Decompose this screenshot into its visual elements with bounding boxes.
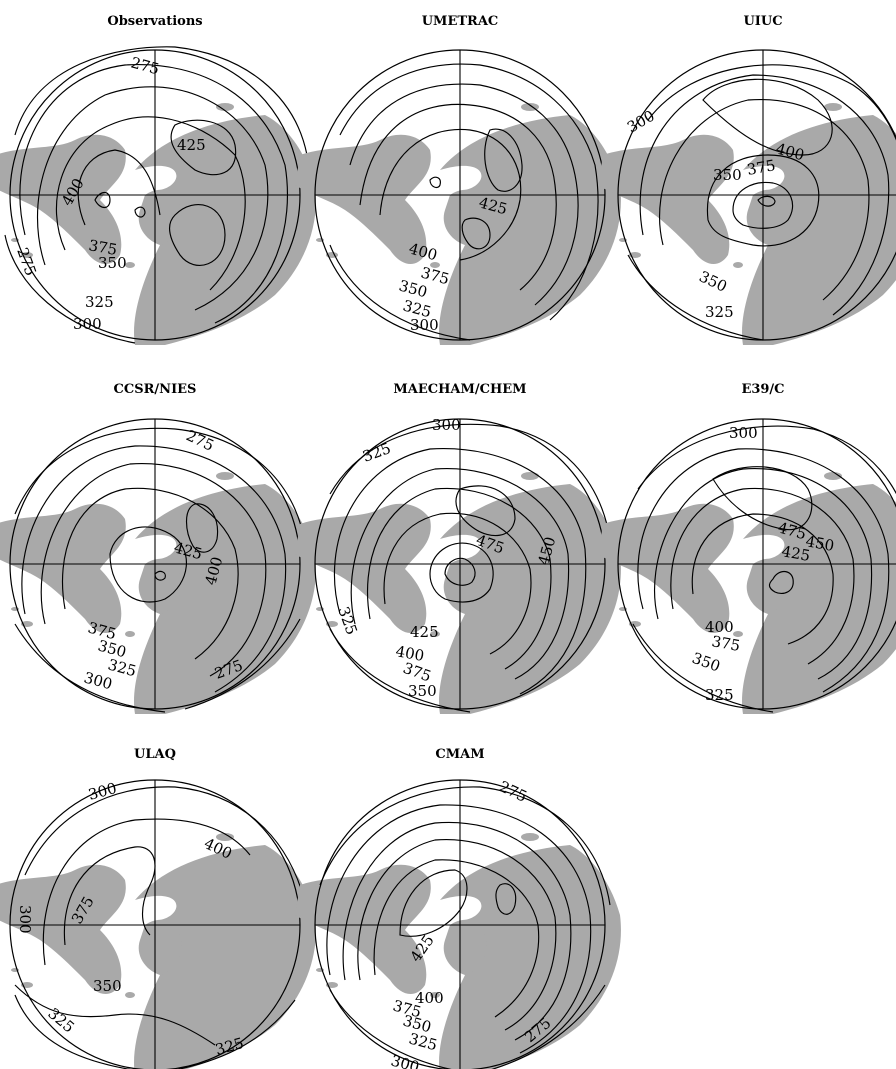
contour-lines <box>14 427 306 713</box>
contour-label: 400 <box>394 642 425 665</box>
panel-uiuc: 300 400 375 350 350 325 <box>598 49 896 345</box>
panel-ulaq: 300 400 375 300 350 325 325 <box>0 779 316 1069</box>
land-mask <box>0 103 316 345</box>
contour-lines <box>329 423 611 713</box>
contour-label: 300 <box>624 107 658 137</box>
panel-cmam: 275 425 400 375 350 325 300 275 <box>295 777 621 1069</box>
contour-label: 275 <box>496 777 530 805</box>
contour-labels: 300 325 475 450 425 400 375 350 325 <box>334 416 559 700</box>
contour-label: 375 <box>746 156 777 179</box>
panel-maecham-chem: 300 325 475 450 425 400 375 350 325 <box>295 416 621 714</box>
land-mask <box>0 833 316 1069</box>
contour-label: 300 <box>729 424 758 442</box>
land-mask <box>598 472 896 714</box>
contour-label: 350 <box>696 267 730 295</box>
panel-title: UMETRAC <box>422 14 499 29</box>
land-mask <box>295 103 621 345</box>
contour-lines <box>14 786 304 1069</box>
contour-label: 325 <box>407 1029 439 1054</box>
contour-label: 300 <box>389 1051 421 1069</box>
land-mask <box>295 472 621 714</box>
contour-label: 350 <box>408 682 437 700</box>
panel-title: MAECHAM/CHEM <box>393 382 526 397</box>
contour-label: 300 <box>73 315 102 333</box>
panel-umetrac: 425 400 375 350 325 300 <box>295 49 621 345</box>
contour-lines <box>4 46 308 344</box>
contour-label: 325 <box>360 439 393 466</box>
contour-label: 300 <box>86 779 118 804</box>
contour-label: 350 <box>713 166 742 184</box>
contour-label: 375 <box>710 632 741 655</box>
contour-label: 275 <box>13 245 40 278</box>
panel-e39c: 300 475 450 425 400 375 350 325 <box>598 418 896 714</box>
contour-label: 300 <box>16 905 34 934</box>
land-mask <box>295 833 621 1069</box>
contour-label: 425 <box>410 623 439 641</box>
contour-label: 350 <box>690 649 723 676</box>
panel-title: CMAM <box>435 747 484 762</box>
contour-lines <box>329 63 599 341</box>
panel-title: ULAQ <box>134 747 176 762</box>
panel-title: UIUC <box>743 14 782 29</box>
panel-ccsr-nies: 275 425 400 375 350 325 300 275 <box>0 418 316 714</box>
contour-labels: 275 425 400 375 350 325 300 275 <box>13 53 205 333</box>
contour-label: 300 <box>410 316 439 334</box>
contour-label: 400 <box>705 618 734 636</box>
contour-label: 325 <box>705 686 734 704</box>
contour-label: 375 <box>87 236 118 259</box>
contour-label: 275 <box>129 53 161 78</box>
contour-label: 300 <box>432 416 461 434</box>
panel-title: E39/C <box>741 382 784 397</box>
panel-observations: 275 425 400 375 350 325 300 275 <box>0 46 316 345</box>
contour-label: 400 <box>415 989 444 1007</box>
panel-title: CCSR/NIES <box>114 382 197 397</box>
land-mask <box>598 103 896 345</box>
contour-label: 325 <box>85 293 114 311</box>
contour-label: 325 <box>334 604 361 637</box>
contour-label: 425 <box>780 542 811 565</box>
contour-label: 425 <box>177 136 206 154</box>
contour-label: 325 <box>705 303 734 321</box>
contour-label: 350 <box>98 254 127 272</box>
contour-label: 450 <box>804 532 835 555</box>
panel-title: Observations <box>107 14 202 29</box>
contour-label: 350 <box>93 977 122 995</box>
contour-lines <box>627 64 896 341</box>
